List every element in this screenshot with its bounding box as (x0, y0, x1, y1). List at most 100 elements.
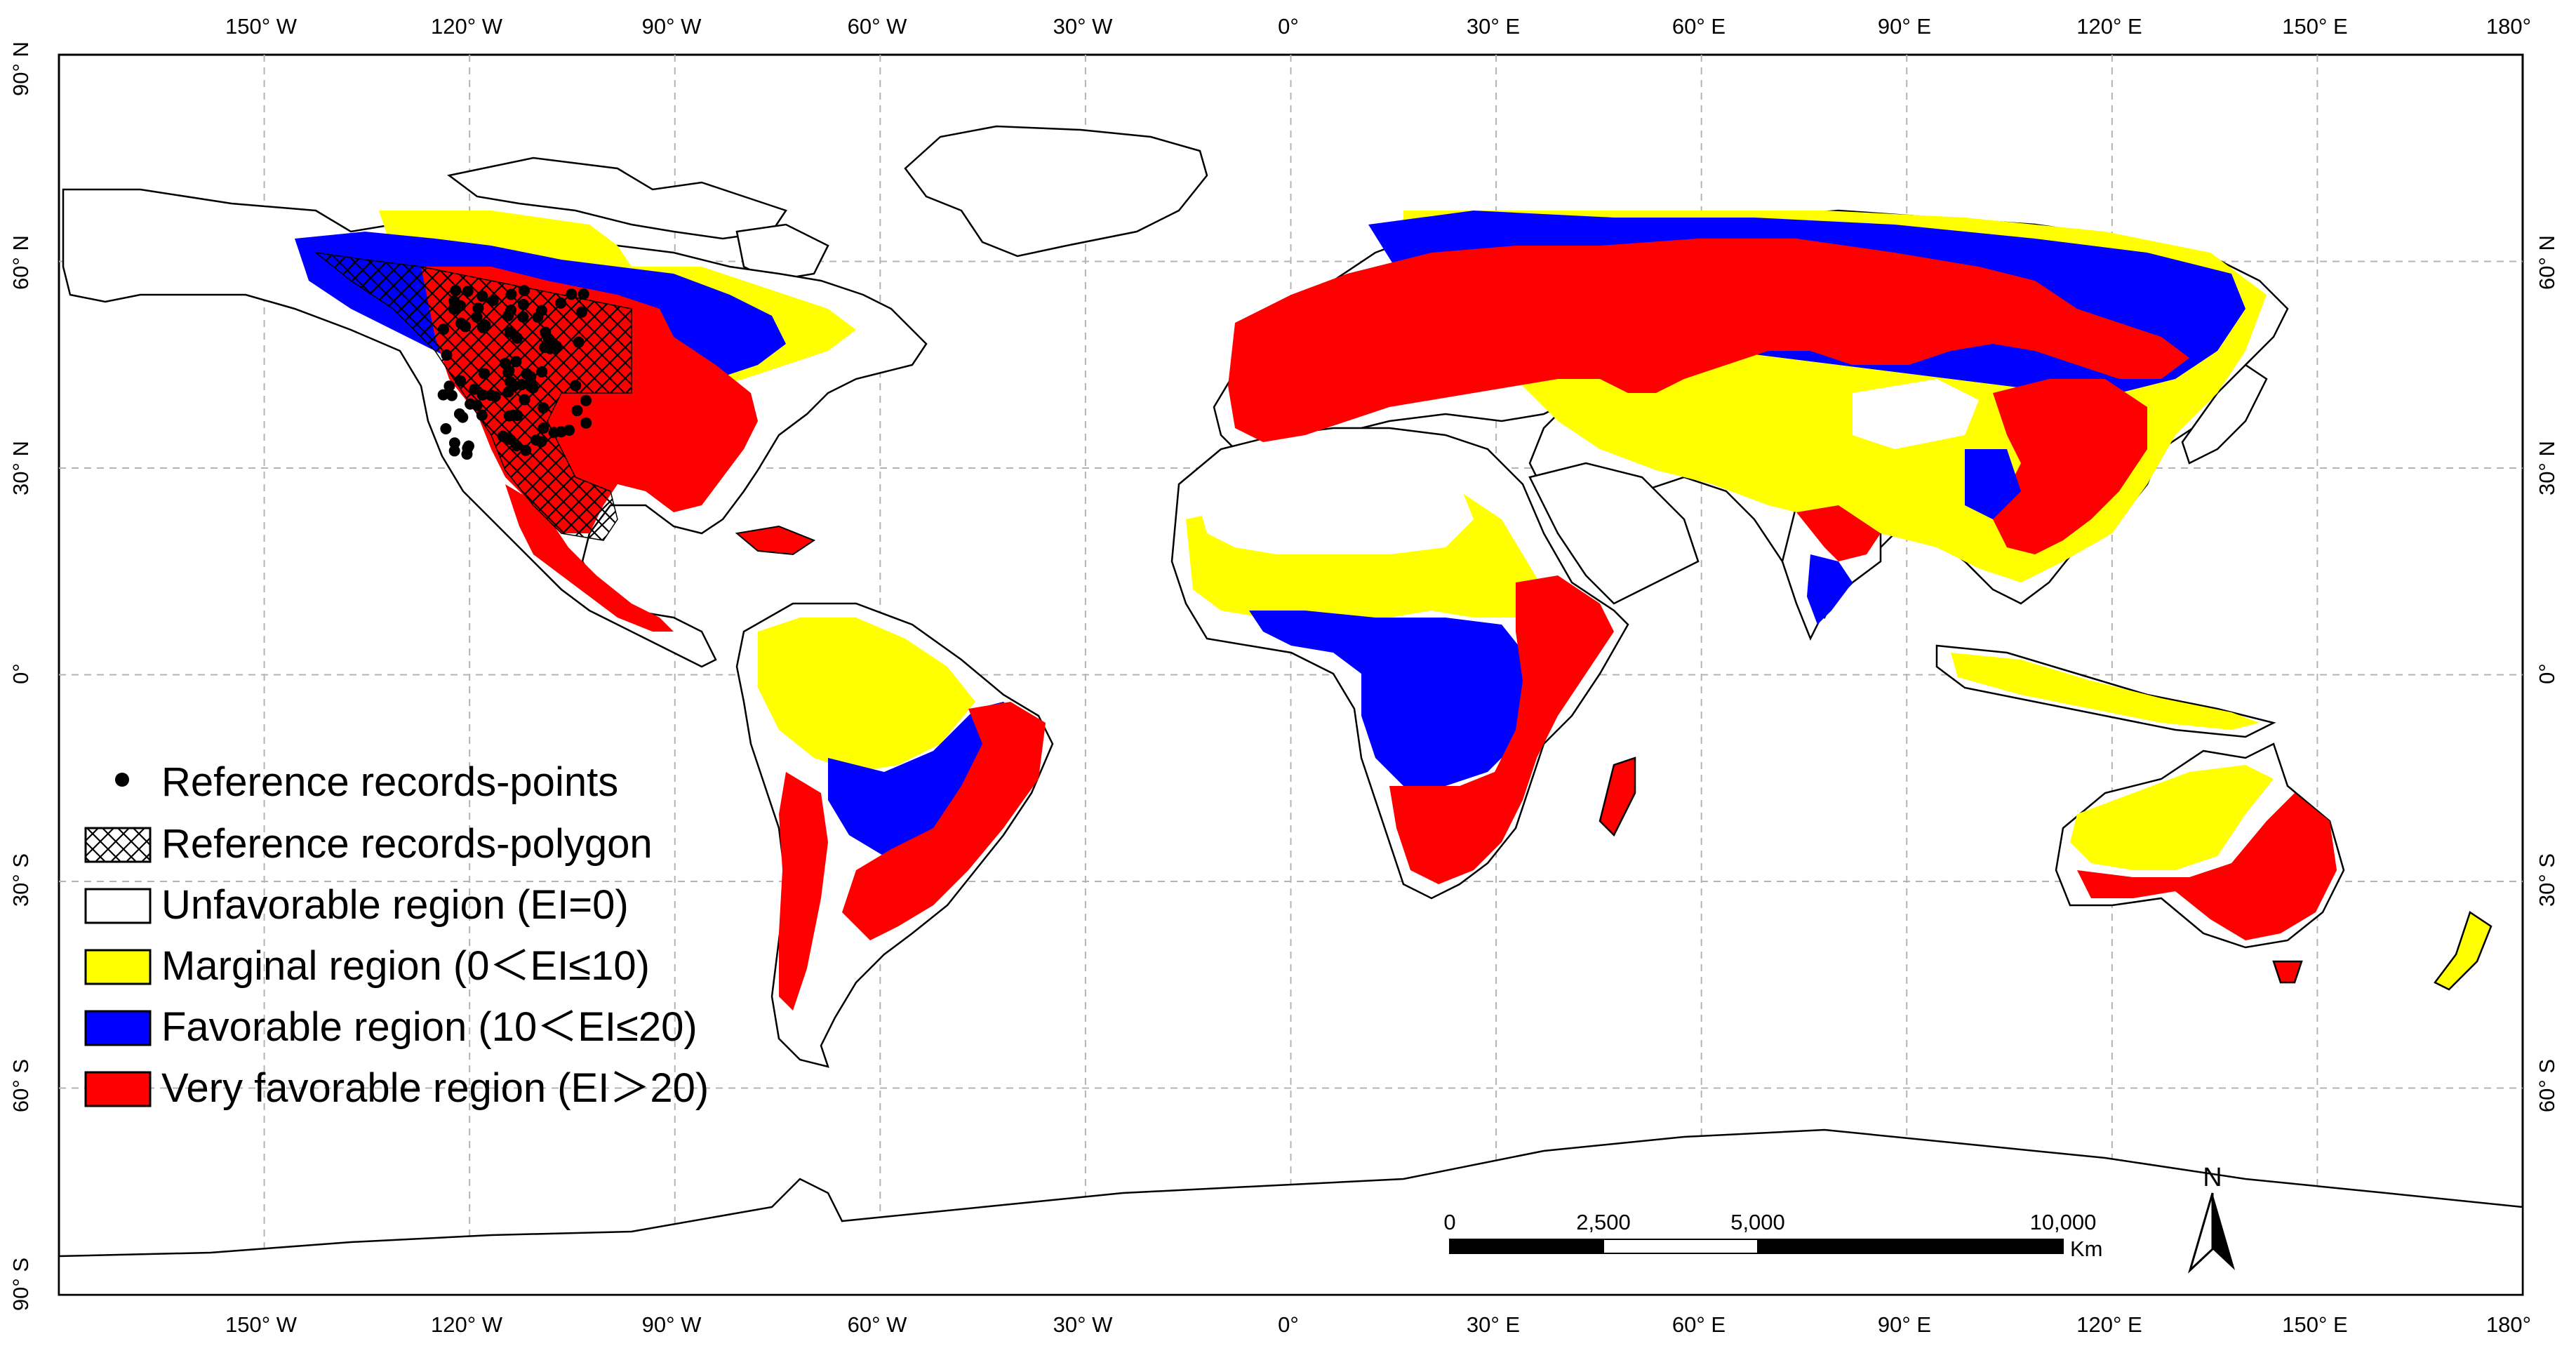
australia-marginal (2070, 765, 2274, 870)
reference-point (437, 389, 449, 401)
left-label: 90° N (8, 41, 33, 96)
axis-labels-left: 90° N 60° N 30° N 0° 30° S 60° S 90° S (8, 41, 33, 1311)
top-label: 120° E (2076, 14, 2142, 39)
reference-point (555, 297, 567, 309)
legend-label: Favorable region (10＜EI≤20) (161, 1004, 698, 1050)
mexico-very-favorable (505, 484, 674, 632)
reference-point (505, 304, 517, 316)
reference-point (454, 300, 466, 312)
india-blue (1807, 554, 1853, 625)
bottom-label: 90° E (1878, 1312, 1931, 1337)
china-very-favorable (1993, 379, 2147, 554)
reference-point (510, 356, 522, 368)
reference-point (507, 409, 519, 421)
eurasia-very-favorable (1228, 239, 2189, 442)
reference-point (566, 288, 578, 300)
africa-white (1193, 463, 1474, 554)
north-arrow-label: N (2203, 1163, 2222, 1192)
sa-marginal (758, 618, 975, 772)
legend-item-unfavorable: Unfavorable region (EI=0) (84, 882, 629, 928)
right-label: 30° S (2535, 853, 2559, 907)
reference-point (555, 426, 567, 438)
bottom-label: 120° E (2076, 1312, 2142, 1337)
reference-point (461, 448, 473, 460)
legend-label: Reference records-points (161, 759, 618, 805)
australia-red (2077, 793, 2337, 940)
reference-point (477, 321, 489, 333)
favorable-swatch (84, 1010, 152, 1046)
scale-segment-2 (1603, 1239, 1759, 1254)
reference-point (476, 409, 488, 421)
scale-segment-3 (1757, 1239, 2064, 1254)
crosshatch-swatch (84, 827, 152, 863)
legend-item-marginal: Marginal region (0＜EI≤10) (84, 943, 650, 989)
reference-point (437, 324, 449, 335)
reference-point (505, 288, 517, 300)
bottom-label: 30° W (1053, 1312, 1113, 1337)
greenland (904, 125, 1208, 258)
bottom-label: 120° W (431, 1312, 503, 1337)
reference-point (448, 437, 460, 449)
right-label: 60° N (2535, 235, 2559, 290)
reference-point (511, 332, 523, 344)
bottom-label: 90° W (642, 1312, 702, 1337)
reference-point (576, 306, 588, 318)
reference-point (472, 302, 484, 314)
india-red (1796, 505, 1881, 561)
top-label: 150° W (225, 14, 298, 39)
reference-point (450, 284, 462, 296)
scale-label: 0 (1443, 1210, 1455, 1234)
japan (2181, 364, 2268, 465)
reference-point (440, 422, 452, 434)
very-favorable-swatch (84, 1071, 152, 1107)
bottom-label: 150° W (225, 1312, 298, 1337)
reference-point (476, 389, 488, 401)
reference-point (544, 342, 556, 354)
top-label: 60° E (1672, 14, 1726, 39)
reference-point (443, 380, 455, 392)
reference-point (471, 311, 483, 323)
north-arrow-icon-outline (2188, 1192, 2214, 1274)
reference-point (446, 389, 458, 401)
reference-point (497, 430, 509, 442)
sa-southwest-red (779, 772, 828, 1011)
left-label: 30° S (8, 853, 33, 907)
right-label: 30° N (2535, 441, 2559, 495)
scale-unit: Km (2070, 1237, 2103, 1261)
scale-label: 2,500 (1576, 1210, 1631, 1234)
scale-bar: 0 2,500 5,000 10,000 Km (1443, 1210, 2102, 1261)
bottom-label: 180° (2486, 1312, 2531, 1337)
left-label: 60° S (8, 1059, 33, 1112)
reference-point (573, 336, 585, 348)
reference-point (457, 411, 469, 423)
reference-point (516, 379, 528, 391)
new-zealand (2434, 911, 2492, 991)
bottom-label: 150° E (2282, 1312, 2347, 1337)
reference-point (536, 366, 548, 378)
reference-point (502, 386, 514, 398)
reference-point (448, 445, 460, 457)
legend-label: Very favorable region (EI＞20) (161, 1065, 709, 1111)
scale-label: 5,000 (1730, 1210, 1785, 1234)
arctic-islands-2 (735, 223, 829, 282)
reference-point (462, 286, 474, 298)
arabia (1528, 462, 1700, 605)
marginal-swatch (84, 949, 152, 985)
bottom-label: 60° W (848, 1312, 907, 1337)
top-label: 180° (2486, 14, 2531, 39)
reference-point (570, 380, 582, 392)
reference-point (487, 295, 499, 307)
reference-point (519, 285, 530, 297)
reference-point (580, 417, 592, 429)
reference-point (511, 440, 523, 452)
right-label: 60° S (2535, 1059, 2559, 1112)
sea-islands-marginal (1951, 653, 2260, 730)
china-blue (1965, 449, 2021, 519)
reference-point (517, 298, 529, 310)
top-label: 60° W (848, 14, 907, 39)
left-label: 0° (8, 663, 33, 684)
legend-label: Marginal region (0＜EI≤10) (161, 943, 650, 989)
bottom-label: 30° E (1467, 1312, 1520, 1337)
axis-labels-top: 150° W 120° W 90° W 60° W 30° W 0° 30° E… (225, 14, 2531, 39)
